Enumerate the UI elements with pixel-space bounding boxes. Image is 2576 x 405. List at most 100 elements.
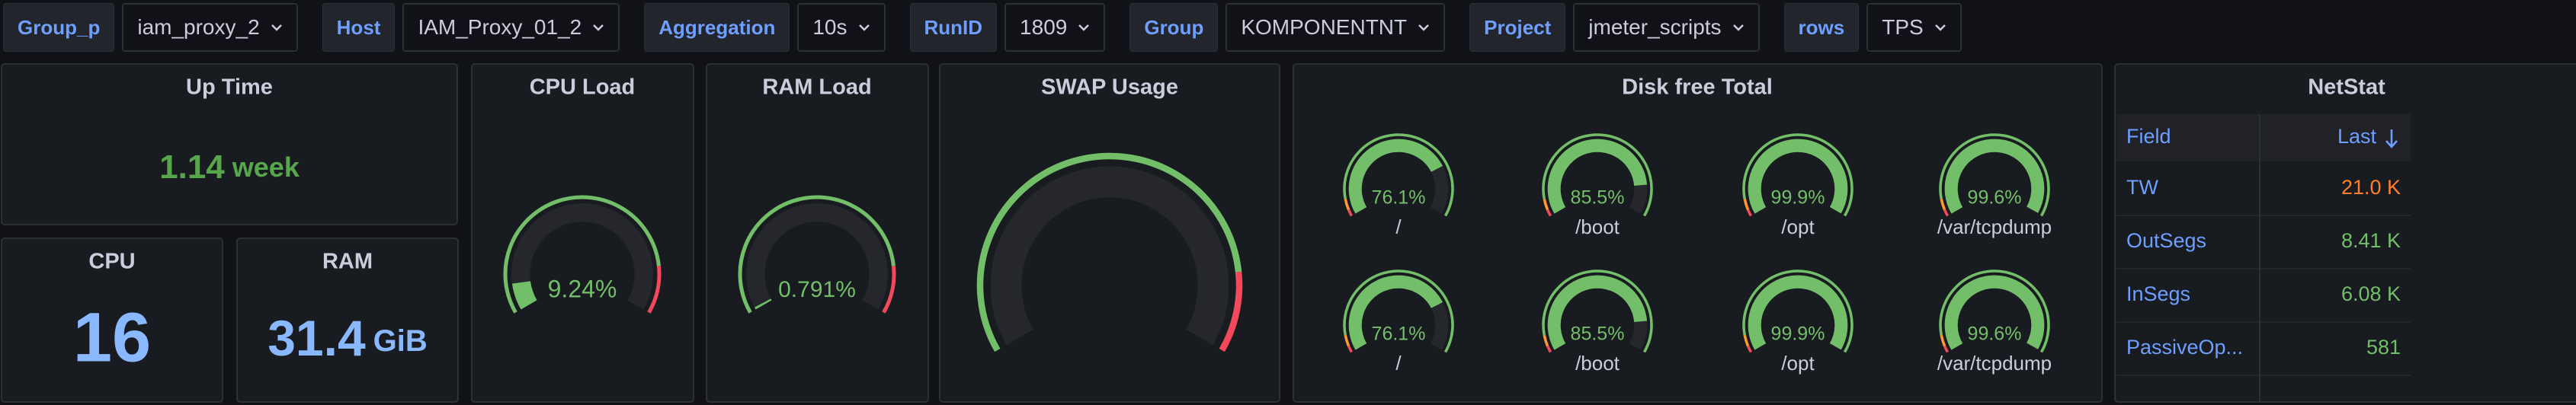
threshold-band xyxy=(976,152,1242,352)
variable: rows TPS xyxy=(1783,3,1962,52)
variable: RunID 1809 xyxy=(909,3,1106,52)
threshold-band xyxy=(1343,133,1454,217)
gauge-name: /boot xyxy=(1575,352,1620,375)
gauge-name: /opt xyxy=(1781,352,1815,375)
variable-label: Group_p xyxy=(3,3,115,52)
gauge-label: 85.5% xyxy=(1571,324,1625,345)
table-cell: InSegs xyxy=(2126,282,2190,305)
variable: Project jmeter_scripts xyxy=(1469,3,1760,52)
panel xyxy=(1293,63,2103,403)
variable-label: RunID xyxy=(909,3,998,52)
threshold-band xyxy=(1746,209,1753,217)
panel-title: SWAP Usage xyxy=(1041,75,1178,100)
value: 31.4 xyxy=(268,310,366,366)
table-cell: TW xyxy=(2126,176,2158,199)
chevron xyxy=(1418,24,1430,31)
stat-value: 1.14 week xyxy=(159,148,300,186)
variable-select[interactable]: KOMPONENTNT xyxy=(1226,3,1446,52)
variable-select[interactable]: TPS xyxy=(1866,3,1962,52)
gauge-label: 99.6% xyxy=(1968,187,2022,209)
sort-icon xyxy=(2385,129,2398,148)
variable-value: 10s xyxy=(812,15,847,39)
column-header: Field xyxy=(2126,125,2171,148)
panel-title: RAM xyxy=(322,250,373,274)
variable-label: Project xyxy=(1469,3,1566,52)
variable-select[interactable]: jmeter_scripts xyxy=(1573,3,1760,52)
table-header xyxy=(2116,114,2411,161)
gauge-name: / xyxy=(1395,215,1402,238)
variable: Host IAM_Proxy_01_2 xyxy=(322,3,620,52)
threshold-band xyxy=(1746,345,1753,353)
chevron xyxy=(1934,24,1946,31)
gauge-name: /var/tcpdump xyxy=(1937,215,2052,238)
gauge-name: /opt xyxy=(1781,215,1815,238)
panel-title: NetStat xyxy=(2308,75,2385,100)
column-header: Last xyxy=(2337,125,2377,148)
chevron xyxy=(1732,24,1744,31)
gauge-value xyxy=(1348,275,1443,350)
threshold-band xyxy=(1742,269,1854,353)
threshold-band xyxy=(1219,271,1243,352)
gauge-value xyxy=(1944,275,2045,350)
stat-value: 16 xyxy=(73,298,151,376)
variable-select[interactable]: 1809 xyxy=(1004,3,1106,52)
gauge-label: 99.9% xyxy=(1771,187,1825,209)
panel-title: CPU Load xyxy=(530,75,636,100)
variable-select[interactable]: IAM_Proxy_01_2 xyxy=(402,3,620,52)
threshold-band xyxy=(1344,334,1350,347)
threshold-band xyxy=(1743,334,1750,347)
table-cell: 21.0 K xyxy=(2341,176,2401,199)
unit: week xyxy=(232,151,300,183)
gauge-label: 99.6% xyxy=(1968,324,2022,345)
threshold-band xyxy=(1743,198,1750,211)
variable-select[interactable]: 10s xyxy=(797,3,886,52)
unit: GiB xyxy=(373,324,428,358)
gauge-name: /var/tcpdump xyxy=(1937,352,2052,375)
panel-title: CPU xyxy=(88,250,135,274)
value: 1.14 xyxy=(159,148,225,186)
threshold-band xyxy=(1943,209,1950,217)
gauge-value xyxy=(1748,275,1848,350)
gauge-track xyxy=(746,203,888,310)
threshold-band xyxy=(1543,198,1549,211)
threshold-band xyxy=(647,266,662,314)
gauge-name: /boot xyxy=(1575,215,1620,238)
gauge-value xyxy=(1547,275,1648,350)
threshold-band xyxy=(1344,198,1350,211)
variable-value: KOMPONENTNT xyxy=(1241,15,1408,39)
stat-value: 31.4 GiB xyxy=(268,310,428,366)
panel xyxy=(471,63,694,403)
chevron xyxy=(1078,24,1090,31)
variable: Aggregation 10s xyxy=(644,3,886,52)
threshold-band xyxy=(1543,334,1549,347)
gauge-label: 76.1% xyxy=(1372,324,1426,345)
table-cell: 581 xyxy=(2366,336,2401,359)
threshold-band xyxy=(1347,345,1354,353)
gauge-track xyxy=(990,166,1229,346)
chevron xyxy=(593,24,604,31)
variable-select[interactable]: iam_proxy_2 xyxy=(122,3,298,52)
variable-label: Aggregation xyxy=(644,3,790,52)
threshold-band xyxy=(738,195,896,314)
gauge-value xyxy=(511,280,537,310)
variable-value: jmeter_scripts xyxy=(1588,15,1722,39)
threshold-band xyxy=(1542,269,1653,353)
gauge-label: 0.791% xyxy=(778,277,856,302)
panel-title: RAM Load xyxy=(762,75,871,100)
gauge-value xyxy=(755,298,772,310)
threshold-band xyxy=(1940,334,1946,347)
chevron xyxy=(271,24,282,31)
threshold-band xyxy=(1347,209,1354,217)
gauge-value xyxy=(1547,139,1648,214)
gauge-value xyxy=(1348,139,1443,214)
variable-bar: Group_p iam_proxy_2 Host IAM_Proxy_01_2 Aggr… xyxy=(3,3,1962,52)
threshold-band xyxy=(1939,269,2050,353)
table-cell: 6.08 K xyxy=(2341,282,2401,305)
variable: Group KOMPONENTNT xyxy=(1129,3,1446,52)
gauge-value xyxy=(1748,139,1848,214)
table-cell: OutSegs xyxy=(2126,229,2206,252)
variable-label: Host xyxy=(322,3,396,52)
panel xyxy=(706,63,929,403)
